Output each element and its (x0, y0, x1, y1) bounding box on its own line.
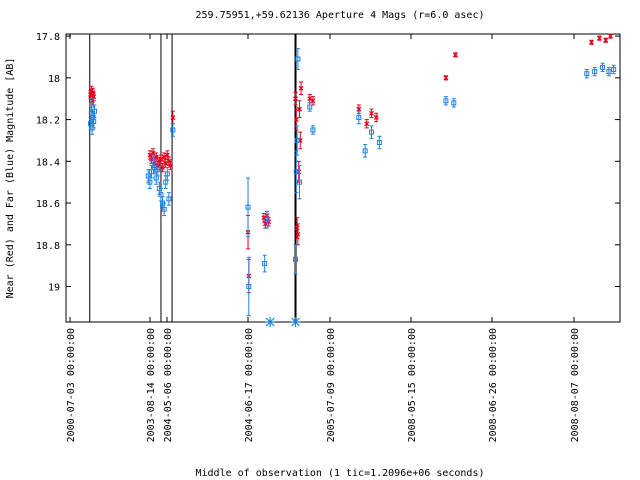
data-point-near (310, 98, 316, 104)
data-point-far (262, 261, 268, 267)
data-point-far (611, 66, 617, 72)
data-point-far (296, 179, 302, 185)
x-tick-label: 2008-08-07 00:00:00 (570, 328, 581, 442)
data-point-far (451, 100, 457, 106)
data-point-far (89, 102, 95, 108)
data-point-far (148, 169, 154, 175)
data-point-far (246, 284, 252, 290)
x-tick-label: 2004-05-06 00:00:00 (163, 328, 174, 442)
data-point-near (170, 115, 176, 120)
data-point-near (452, 52, 458, 58)
x-tick-label: 2003-08-14 00:00:00 (146, 328, 157, 442)
data-point-far (293, 256, 299, 262)
data-point-far (443, 98, 449, 104)
data-point-far (362, 148, 368, 154)
data-point-near (443, 75, 449, 81)
data-point-far (294, 137, 300, 143)
data-point-far (307, 104, 313, 110)
x-tick-label: 2004-06-17 00:00:00 (244, 328, 255, 442)
data-point-far (245, 204, 251, 210)
x-tick-label: 2008-06-26 00:00:00 (488, 328, 499, 442)
y-tick-label: 19 (48, 283, 60, 294)
data-point-near (608, 33, 613, 39)
y-axis-label: Near (Red) and Far (Blue) Magnitude [AB] (5, 58, 16, 299)
data-point-near (293, 117, 299, 123)
y-tick-label: 18.4 (36, 157, 60, 168)
y-tick-label: 18.6 (36, 199, 60, 210)
data-point-far (147, 179, 153, 185)
y-tick-label: 18 (48, 74, 60, 85)
data-point-far (368, 129, 374, 135)
data-point-near (596, 35, 602, 41)
data-point-far (584, 71, 590, 77)
data-point-near (91, 94, 97, 100)
data-point-near (161, 154, 167, 160)
data-point-near (295, 231, 301, 237)
data-point-near (160, 165, 166, 171)
y-tick-label: 18.8 (36, 241, 60, 252)
data-point-near (294, 225, 300, 231)
y-tick-label: 18.2 (36, 116, 60, 127)
plot-area: 17.8 18 18.2 18.4 18.6 18.8 19 2000-07-03 00:00… (36, 32, 621, 442)
data-point-near (603, 37, 609, 43)
data-point-far (293, 169, 299, 175)
data-point-near (589, 39, 594, 45)
plot-frame (65, 33, 621, 323)
data-point-near (356, 106, 362, 112)
data-point-near (307, 96, 313, 102)
data-point-near (153, 154, 159, 160)
data-point-far (164, 171, 170, 177)
data-point-far (264, 217, 270, 223)
data-point-far (295, 56, 301, 62)
data-point-far (376, 140, 382, 146)
limit-marker (290, 317, 301, 327)
data-point-near (168, 163, 173, 168)
data-point-far (170, 127, 176, 133)
data-point-near (373, 115, 379, 120)
x-axis-label: Middle of observation (1 tic=1.2096e+06 … (196, 468, 485, 479)
data-point-far (356, 114, 362, 120)
data-point-near (298, 85, 304, 91)
chart-title: 259.75951,+59.62136 Aperture 4 Mags (r=6… (196, 10, 485, 21)
data-point-far (166, 196, 172, 202)
data-point-near (364, 121, 370, 127)
limit-marker (265, 317, 276, 327)
data-point-near (163, 160, 169, 166)
data-point-far (310, 127, 316, 133)
x-tick-label: 2000-07-03 00:00:00 (66, 328, 77, 442)
y-tick-label: 17.8 (36, 32, 60, 43)
data-point-near (150, 150, 156, 156)
data-point-near (293, 96, 298, 102)
data-point-far (592, 69, 598, 75)
data-point-near (158, 156, 164, 162)
data-point-far (161, 206, 167, 212)
data-point-near (297, 106, 302, 112)
data-point-far (91, 119, 97, 125)
x-tick-label: 2008-05-15 00:00:00 (407, 328, 418, 442)
data-point-far (606, 69, 612, 75)
data-point-far (600, 64, 606, 70)
x-tick-label: 2005-07-09 00:00:00 (326, 328, 337, 442)
data-point-near (164, 152, 170, 158)
data-point-far (155, 167, 161, 173)
data-point-near (369, 110, 374, 116)
